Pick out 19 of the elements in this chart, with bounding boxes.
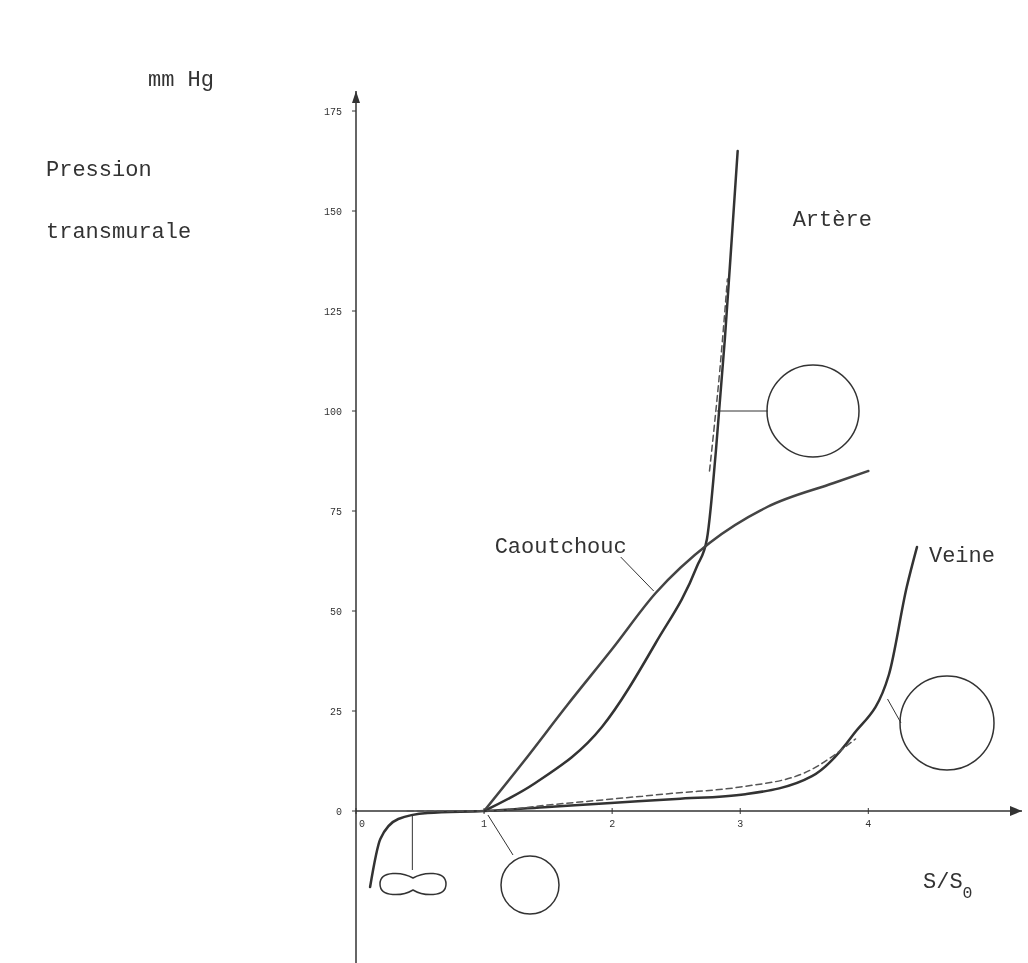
series-label: Veine [928, 544, 995, 569]
x-tick-label: 4 [865, 819, 872, 830]
y-tick-label: 100 [323, 407, 342, 418]
y-tick-label: 50 [329, 607, 342, 618]
text: mm Hg [148, 68, 215, 93]
y-tick-label: 25 [329, 707, 342, 718]
y-tick-label: 0 [335, 807, 342, 818]
x-tick-label: 1 [481, 819, 488, 830]
x-axis-title: S/S$_{0}$ [923, 870, 973, 903]
y-tick-label: 150 [323, 207, 342, 218]
y-tick-label: 175 [323, 107, 342, 118]
x-tick-label: 3 [737, 819, 744, 830]
series-label: Caoutchouc [494, 535, 627, 560]
x-tick-label: 2 [609, 819, 616, 830]
y-tick-label: 125 [323, 307, 342, 318]
text: Pression transmurale [46, 158, 192, 245]
text: Artère [792, 208, 872, 233]
x-tick-label: 0 [358, 819, 366, 830]
y-tick-label: 75 [329, 507, 342, 518]
